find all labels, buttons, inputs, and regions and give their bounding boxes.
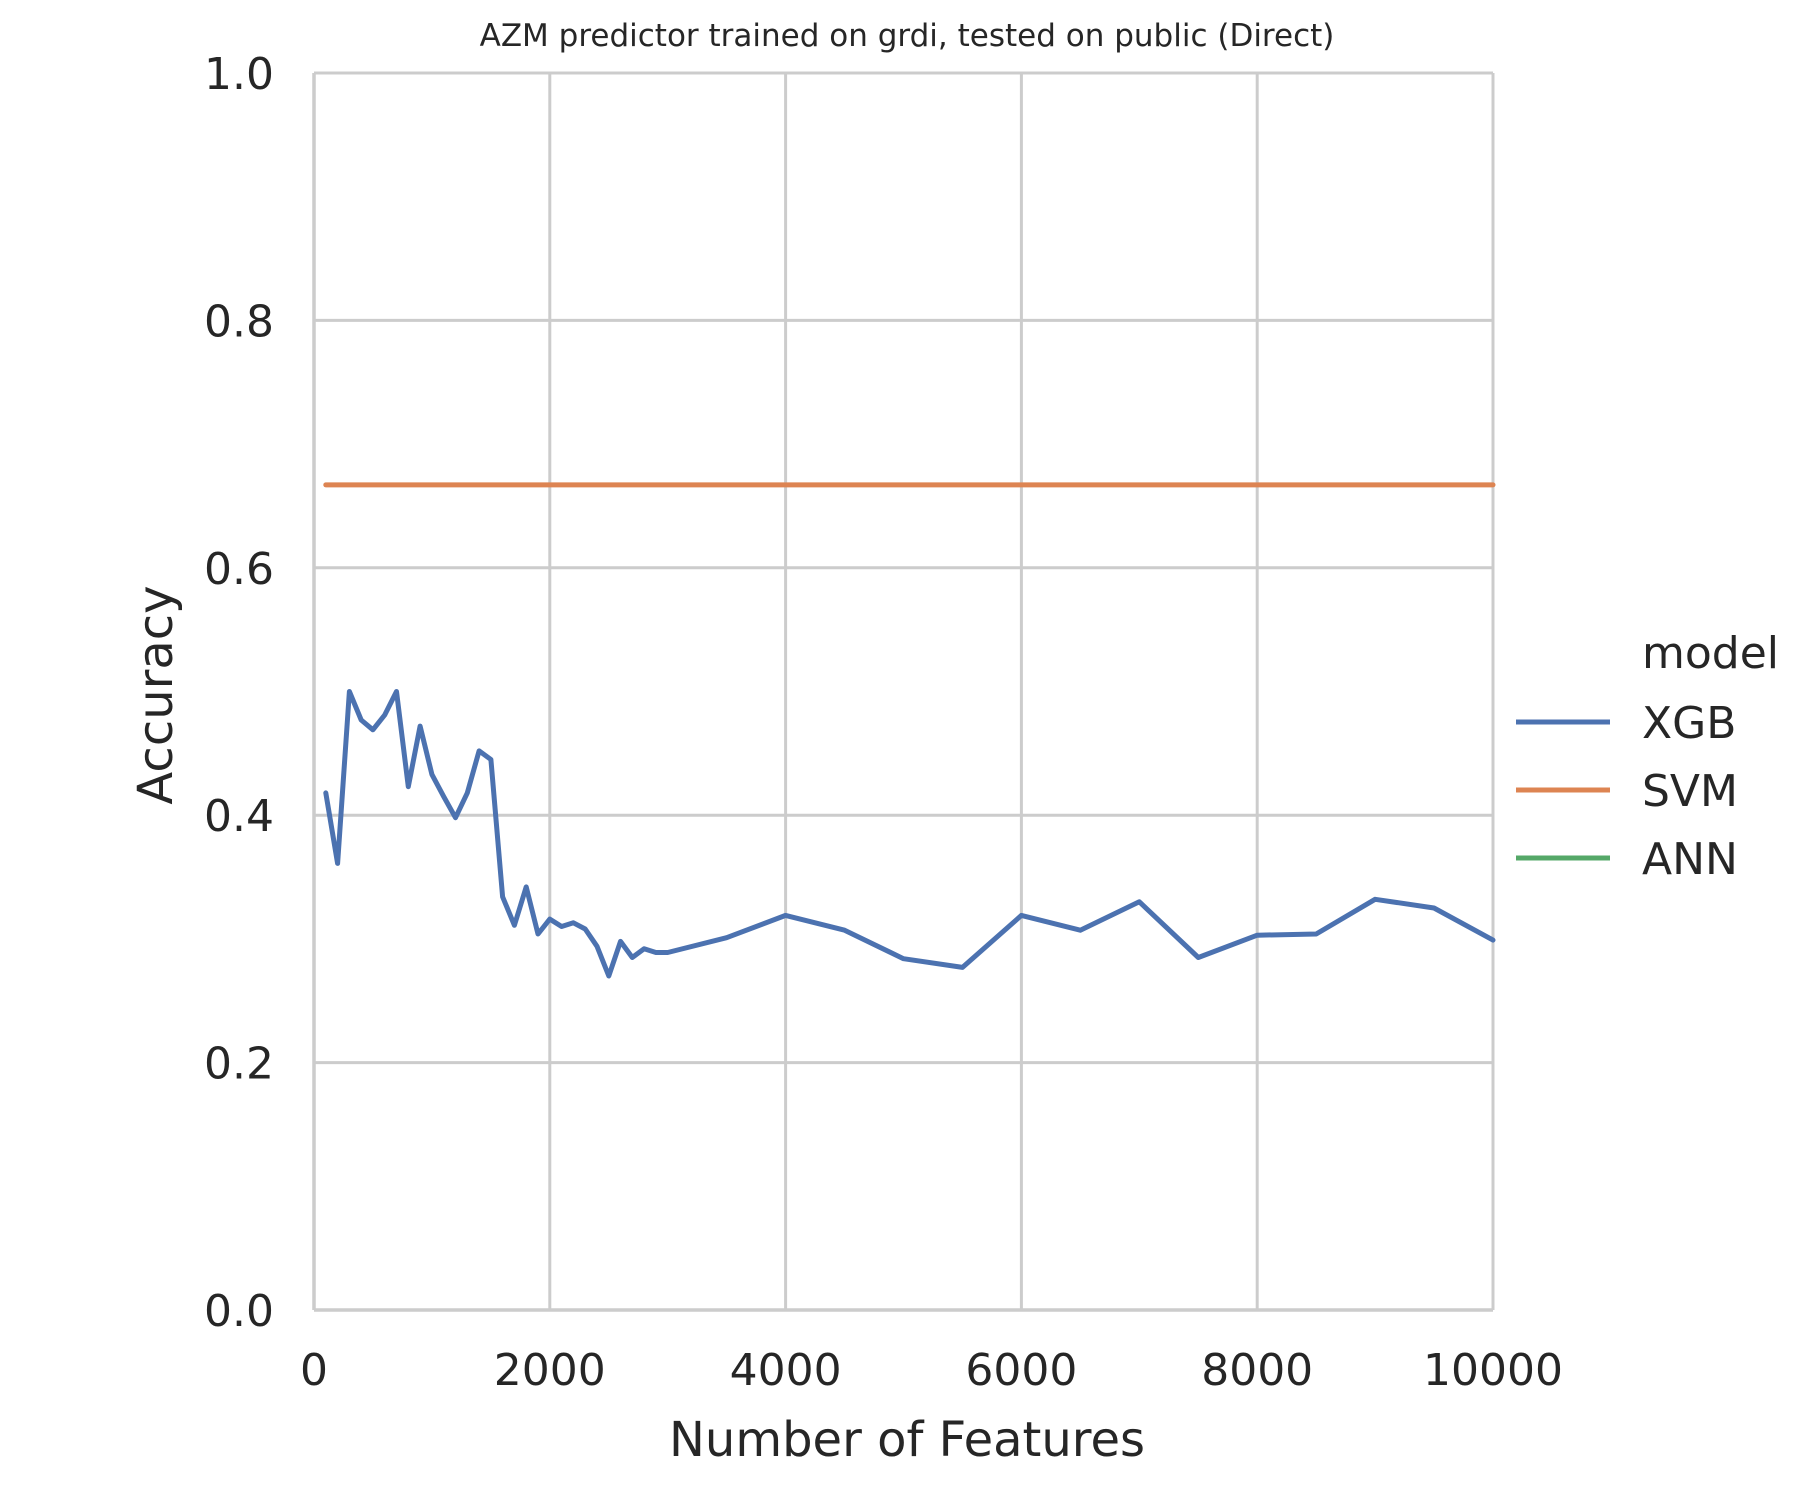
series-lines (323, 482, 1496, 979)
y-tick-label: 0.8 (204, 296, 274, 347)
chart-title: AZM predictor trained on grdi, tested on… (480, 18, 1335, 54)
legend-label-ann: ANN (1642, 834, 1738, 885)
y-tick-label: 0.0 (204, 1286, 274, 1337)
x-tick-labels: 0 2000 4000 6000 8000 10000 (300, 1345, 1563, 1396)
x-axis-label: Number of Features (669, 1412, 1145, 1468)
legend-label-xgb: XGB (1642, 698, 1736, 749)
y-tick-label: 0.2 (204, 1039, 274, 1090)
x-tick-label: 6000 (965, 1345, 1077, 1396)
x-tick-label: 10000 (1423, 1345, 1563, 1396)
x-tick-label: 8000 (1201, 1345, 1313, 1396)
legend-title: model (1642, 628, 1779, 679)
x-tick-label: 4000 (730, 1345, 842, 1396)
x-tick-label: 2000 (494, 1345, 606, 1396)
y-tick-label: 0.6 (204, 544, 274, 595)
legend-label-svm: SVM (1642, 766, 1738, 817)
y-tick-label: 0.4 (204, 791, 274, 842)
series-line-xgb (323, 689, 1496, 979)
axis-spines (312, 73, 1493, 1312)
y-tick-labels: 0.0 0.2 0.4 0.6 0.8 1.0 (204, 49, 274, 1337)
legend: model XGB SVM ANN (1516, 628, 1779, 885)
y-tick-label: 1.0 (204, 49, 274, 100)
x-tick-label: 0 (300, 1345, 328, 1396)
grid-lines (312, 71, 1495, 1312)
y-axis-label: Accuracy (128, 585, 184, 804)
